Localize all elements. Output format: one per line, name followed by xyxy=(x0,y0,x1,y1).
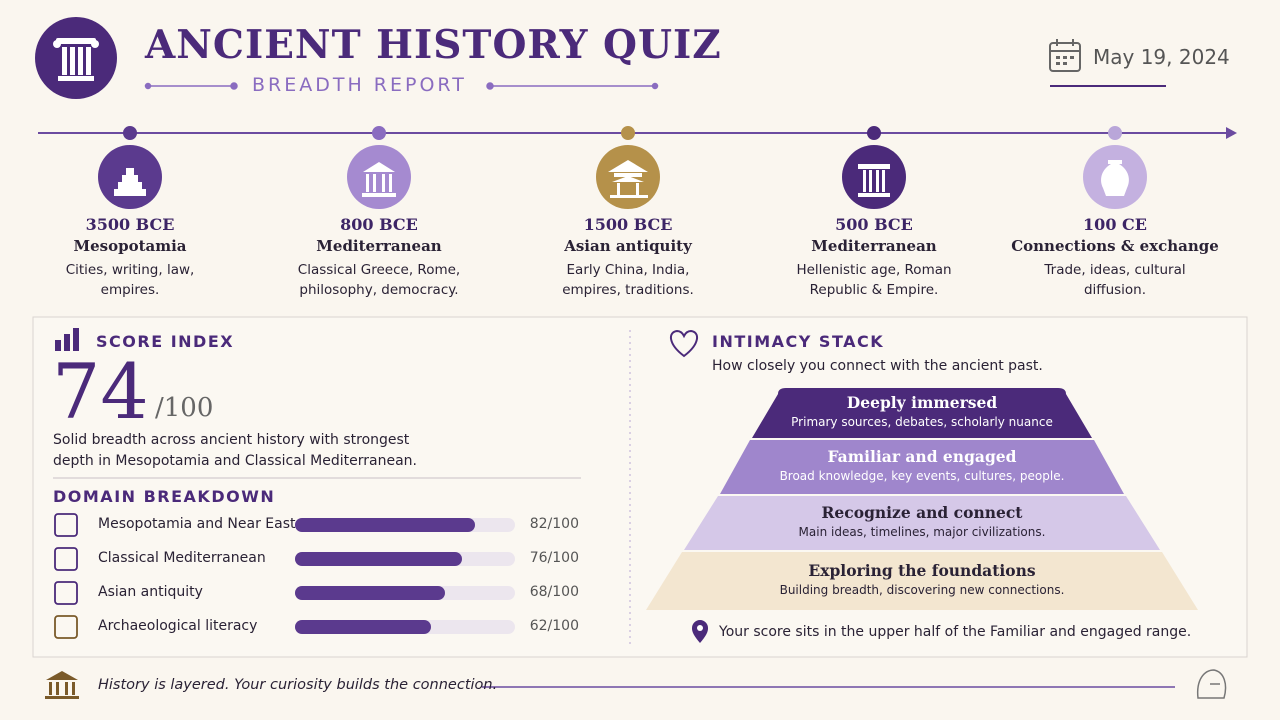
layer-detail: Main ideas, timelines, major civilizatio… xyxy=(798,525,1046,539)
domain-score: 62/100 xyxy=(529,618,579,634)
era-glyph xyxy=(858,164,890,197)
domain-icon xyxy=(54,581,78,605)
stack-layer-text: Familiar and engaged Broad knowledge, key… xyxy=(640,447,1204,483)
domain-icon xyxy=(54,513,78,537)
stack-layer-text: Recognize and connect Main ideas, timelin… xyxy=(640,503,1204,539)
era-region: Mediterranean xyxy=(316,237,442,255)
score-summary: Solid breadth across ancient history wit… xyxy=(53,432,417,469)
layer-detail: Building breadth, discovering new connec… xyxy=(779,583,1065,597)
stack-layer xyxy=(646,552,1198,610)
stack-layer xyxy=(752,388,1092,438)
timeline-entry: 100 CE Connections & exchange Trade, ideas… xyxy=(1005,215,1225,300)
score-title: SCORE INDEX xyxy=(96,332,235,351)
domain-name: Asian antiquity xyxy=(98,584,203,600)
domain-score: 76/100 xyxy=(529,550,579,566)
era-year: 3500 BCE xyxy=(85,215,175,234)
era-description: Hellenistic age, Roman Republic & Empire… xyxy=(796,262,952,298)
stack-subtitle: How closely you connect with the ancient… xyxy=(712,358,1043,374)
domain-bar xyxy=(295,586,445,600)
era-description: Cities, writing, law, empires. xyxy=(65,262,195,298)
heart-icon xyxy=(670,329,698,358)
stack-layer xyxy=(684,496,1160,550)
timeline-dot xyxy=(372,126,386,140)
era-region: Asian antiquity xyxy=(564,237,692,255)
subtitle-rules xyxy=(144,82,659,90)
stack-title: INTIMACY STACK xyxy=(712,332,885,351)
era-glyph xyxy=(608,160,648,198)
era-description: Early China, India, empires, traditions. xyxy=(562,262,694,298)
pin-hole xyxy=(697,625,703,631)
footer-tagline: History is layered. Your curiosity build… xyxy=(98,677,498,693)
score-value: 74 xyxy=(52,347,149,436)
era-description: Classical Greece, Rome, philosophy, demo… xyxy=(297,262,461,298)
logo xyxy=(35,17,117,99)
pyramid xyxy=(646,388,1198,610)
pin-icon xyxy=(692,620,708,643)
timeline-entry: 500 BCE Mediterranean Hellenistic age, Rom… xyxy=(764,215,984,300)
era-region: Mesopotamia xyxy=(73,237,187,255)
timeline-entry: 1500 BCE Asian antiquity Early China, Indi… xyxy=(518,215,738,300)
domain-bar xyxy=(295,552,463,566)
timeline-dot xyxy=(867,126,881,140)
era-region: Connections & exchange xyxy=(1011,237,1219,255)
era-year: 500 BCE xyxy=(835,215,913,234)
layer-title: Recognize and connect xyxy=(821,503,1023,522)
timeline-dot xyxy=(1108,126,1122,140)
domain-icon xyxy=(54,615,78,639)
calendar-icon xyxy=(1049,39,1081,72)
domain-name: Archaeological literacy xyxy=(98,618,258,634)
domain-icons xyxy=(54,513,78,639)
helmet-icon xyxy=(1196,669,1227,699)
layer-detail: Primary sources, debates, scholarly nuan… xyxy=(791,415,1053,429)
timeline-icons xyxy=(98,126,1147,209)
era-glyph xyxy=(1101,160,1129,196)
date: May 19, 2024 xyxy=(1093,45,1230,69)
domain-bar xyxy=(295,620,432,634)
timeline-dot xyxy=(123,126,137,140)
domain-icon xyxy=(54,547,78,571)
layer-title: Deeply immersed xyxy=(846,393,998,412)
era-icon xyxy=(347,145,411,209)
score-max: /100 xyxy=(155,393,214,423)
domain-name: Mesopotamia and Near East xyxy=(98,516,296,532)
score-icon xyxy=(55,328,79,351)
subtitle: BREADTH REPORT xyxy=(252,74,467,96)
era-region: Mediterranean xyxy=(811,237,937,255)
timeline-dot xyxy=(621,126,635,140)
stack-layer-text: Deeply immersed Primary sources, debates,… xyxy=(640,393,1204,429)
era-year: 800 BCE xyxy=(340,215,418,234)
timeline-arrow xyxy=(1226,127,1237,139)
domain-score: 82/100 xyxy=(529,516,579,532)
era-description: Trade, ideas, cultural diffusion. xyxy=(1044,262,1186,298)
logo-column xyxy=(53,38,99,81)
layer-title: Familiar and engaged xyxy=(827,447,1017,466)
domain-score: 68/100 xyxy=(529,584,579,600)
stack-layer xyxy=(720,440,1124,494)
stack-note: Your score sits in the upper half of the… xyxy=(719,624,1192,640)
layer-detail: Broad knowledge, key events, cultures, p… xyxy=(779,469,1065,483)
layer-title: Exploring the foundations xyxy=(808,561,1036,580)
timeline-entry: 3500 BCE Mesopotamia Cities, writing, law,… xyxy=(20,215,240,300)
footer-temple xyxy=(45,671,79,699)
domain-name: Classical Mediterranean xyxy=(98,550,266,566)
domain-bar xyxy=(295,518,476,532)
timeline-entry: 800 BCE Mediterranean Classical Greece, Ro… xyxy=(269,215,489,300)
title: ANCIENT HISTORY QUIZ xyxy=(145,22,722,68)
era-glyph xyxy=(362,162,396,197)
era-icon xyxy=(842,145,906,209)
stack-layer-text: Exploring the foundations Building breadt… xyxy=(640,561,1204,597)
era-year: 1500 BCE xyxy=(583,215,673,234)
domains-title: DOMAIN BREAKDOWN xyxy=(53,487,276,506)
era-glyph xyxy=(114,168,146,196)
calendar-dots xyxy=(1056,56,1074,65)
era-year: 100 CE xyxy=(1083,215,1147,234)
